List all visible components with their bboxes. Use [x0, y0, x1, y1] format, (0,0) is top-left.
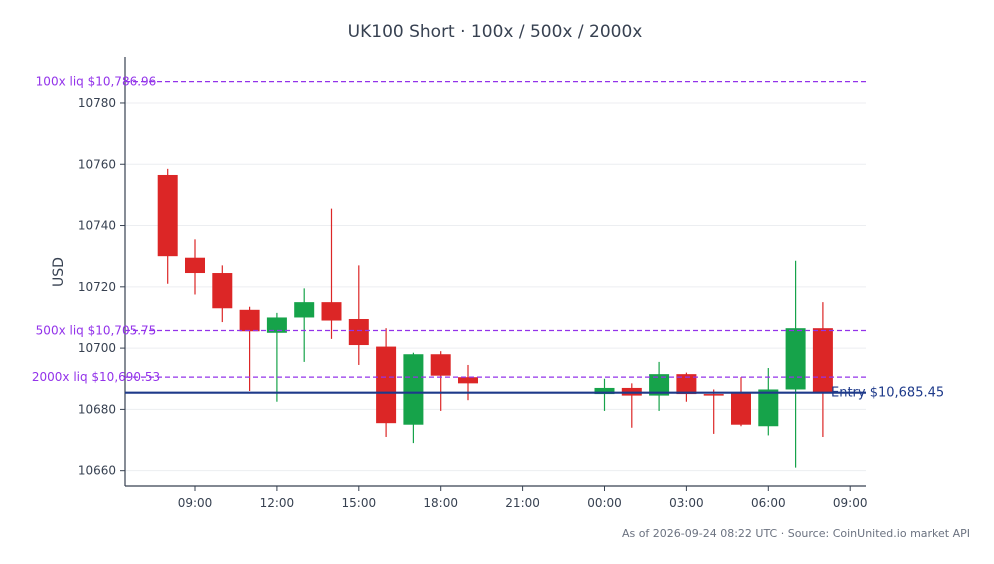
y-tick-label: 10740	[78, 219, 116, 233]
y-tick-label: 10680	[78, 402, 116, 416]
x-tick-label: 03:00	[669, 496, 704, 510]
candle-body	[785, 328, 806, 390]
x-tick-label: 09:00	[178, 496, 213, 510]
candle-body	[348, 318, 369, 346]
grid-lines	[125, 102, 866, 472]
x-tick-label: 18:00	[423, 496, 458, 510]
candle-body	[812, 328, 833, 393]
entry-label: Entry $10,685.45	[831, 386, 944, 401]
x-tick-label: 21:00	[505, 496, 540, 510]
candle-up	[266, 312, 287, 402]
candle-body	[157, 174, 178, 257]
candle-body	[594, 387, 615, 395]
y-tick-label: 10720	[78, 280, 116, 294]
x-tick-label: 06:00	[751, 496, 786, 510]
candle-body	[185, 257, 205, 274]
y-tick-label: 10700	[78, 341, 116, 355]
candle-down	[703, 389, 724, 434]
candle-down	[212, 265, 233, 323]
candle-body	[758, 389, 779, 427]
y-tick-label: 10660	[78, 464, 116, 478]
candle-body	[321, 302, 342, 321]
x-tick-label: 12:00	[260, 496, 295, 510]
source-footer: As of 2026-09-24 08:22 UTC · Source: Coi…	[622, 527, 970, 540]
candle-down	[458, 364, 478, 401]
candle-body	[376, 346, 397, 424]
candle-up	[649, 361, 670, 411]
candle-down	[430, 351, 451, 411]
candle-body	[239, 309, 260, 332]
candle-body	[212, 273, 233, 309]
chart-title: UK100 Short · 100x / 500x / 2000x	[348, 22, 643, 42]
y-axis-label: USD	[51, 257, 67, 287]
candle-body	[458, 377, 478, 384]
candle-body	[676, 374, 697, 395]
candle-down	[321, 208, 342, 339]
candle-body	[294, 302, 315, 318]
candle-down	[157, 168, 178, 284]
candle-up	[758, 368, 779, 436]
candle-down	[376, 328, 397, 437]
candle-body	[703, 394, 724, 396]
candle-up	[294, 288, 315, 362]
candle-down	[185, 239, 205, 295]
candle-down	[812, 302, 833, 437]
candle-up	[594, 378, 615, 411]
liquidation-label: 500x liq $10,705.75	[36, 323, 157, 337]
axes: 10660 10680 10700 10720 10740 10760 10780 09:00…	[78, 57, 868, 510]
liquidation-label: 2000x liq $10,690.53	[32, 370, 160, 384]
candle-down	[621, 383, 642, 428]
x-tick-label: 15:00	[342, 496, 377, 510]
candle-body	[430, 354, 451, 376]
candle-down	[239, 306, 260, 392]
candle-down	[348, 265, 369, 365]
x-tick-label: 09:00	[833, 496, 868, 510]
x-tick-label: 00:00	[587, 496, 622, 510]
price-levels: 100x liq $10,786.96 500x liq $10,705.75 20…	[32, 75, 944, 401]
candle-body	[731, 392, 751, 425]
candles	[157, 168, 833, 468]
candle-body	[266, 317, 287, 333]
candle-body	[403, 354, 424, 425]
liquidation-label: 100x liq $10,786.96	[36, 75, 157, 89]
y-tick-label: 10760	[78, 157, 116, 171]
candle-up	[403, 352, 424, 444]
candle-up	[785, 260, 806, 468]
candle-down	[731, 377, 751, 427]
candle-body	[649, 374, 670, 396]
y-tick-label: 10780	[78, 96, 116, 110]
